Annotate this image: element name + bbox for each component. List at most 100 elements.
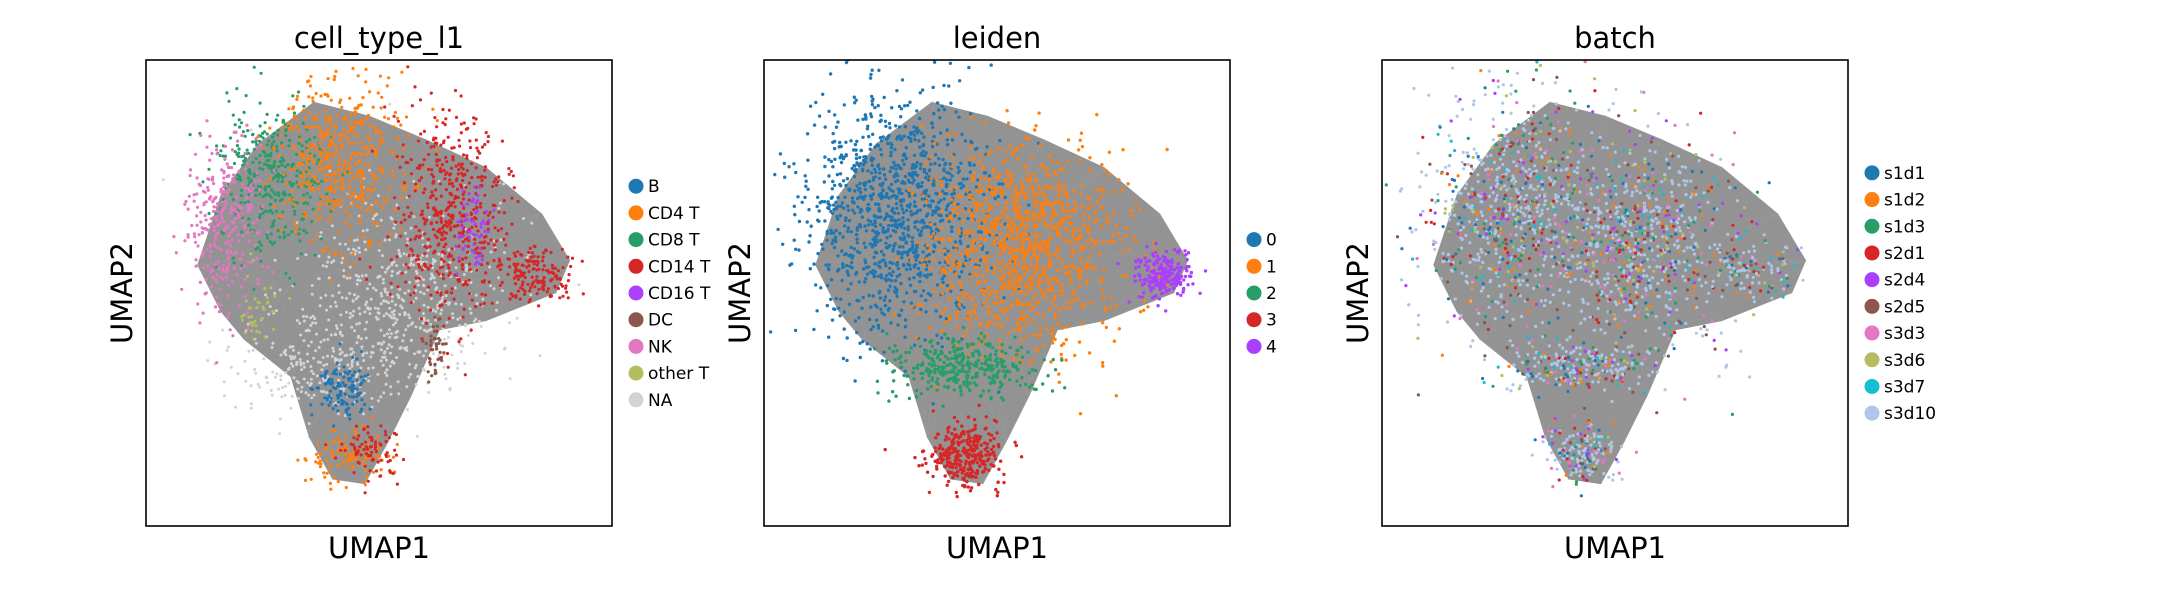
legend-item: B — [628, 177, 660, 197]
point-cluster — [1682, 234, 1805, 300]
legend-label: s2d5 — [1884, 297, 1925, 317]
legend-marker — [628, 232, 644, 248]
legend-item: 4 — [1246, 337, 1277, 357]
x-axis-label: UMAP1 — [328, 531, 430, 565]
legend-marker — [628, 338, 644, 354]
legend-marker — [1864, 218, 1880, 234]
legend-label: 4 — [1266, 337, 1277, 357]
point-cluster — [872, 325, 1067, 408]
point-cluster — [1530, 406, 1638, 498]
legend-item: 2 — [1246, 284, 1277, 304]
point-cluster — [256, 66, 439, 283]
point-cluster — [475, 244, 585, 308]
legend-marker — [1864, 272, 1880, 288]
legend-label: 3 — [1266, 311, 1277, 331]
legend-marker — [1864, 298, 1880, 314]
point-cluster — [358, 65, 536, 377]
axes-frame — [1381, 59, 1849, 527]
legend-item: s3d3 — [1864, 324, 1925, 344]
legend-marker — [1864, 378, 1880, 394]
legend-marker — [628, 258, 644, 274]
y-axis-label: UMAP2 — [723, 242, 757, 344]
legend-item: NA — [628, 391, 673, 411]
legend-label: B — [648, 177, 660, 197]
point-cluster — [1483, 90, 1771, 416]
legend-label: DC — [648, 311, 673, 331]
point-cluster — [421, 315, 448, 384]
legend-label: s3d7 — [1884, 377, 1925, 397]
plot-area — [1384, 60, 1807, 498]
legend-item: other T — [628, 364, 710, 384]
legend-label: other T — [648, 364, 710, 384]
legend-item: s1d1 — [1864, 164, 1925, 184]
point-cluster — [883, 403, 1024, 499]
legend-marker — [1246, 232, 1262, 248]
scatter-panel-3: batchUMAP1UMAP2s1d1s1d2s1d3s2d1s2d4s2d5s… — [1341, 21, 1936, 565]
legend-label: s1d2 — [1884, 191, 1925, 211]
legend-label: CD8 T — [648, 231, 700, 251]
legend-item: s3d7 — [1864, 377, 1925, 397]
legend-label: CD16 T — [648, 284, 711, 304]
point-cluster — [892, 109, 1170, 416]
legend-marker — [628, 312, 644, 328]
legend-item: DC — [628, 311, 673, 331]
y-axis-label: UMAP2 — [105, 242, 139, 344]
legend-marker — [628, 392, 644, 408]
legend-label: CD4 T — [648, 204, 700, 224]
legend-label: 2 — [1266, 284, 1277, 304]
legend-marker — [628, 365, 644, 381]
legend-label: s3d3 — [1884, 324, 1925, 344]
legend-label: NA — [648, 391, 673, 411]
plot-area — [768, 60, 1208, 499]
legend-marker — [1864, 165, 1880, 181]
x-axis-label: UMAP1 — [946, 531, 1048, 565]
legend-label: s1d1 — [1884, 164, 1925, 184]
point-cluster — [240, 252, 292, 341]
edge-bundle — [197, 101, 571, 485]
panel-title: cell_type_l1 — [294, 21, 464, 55]
axes-frame — [763, 59, 1231, 527]
legend: 0 1 2 3 4 — [1246, 231, 1277, 357]
legend-marker — [1864, 405, 1880, 421]
legend-marker — [1864, 325, 1880, 341]
point-cluster — [1116, 241, 1208, 313]
point-cluster — [296, 416, 399, 491]
legend-marker — [1246, 258, 1262, 274]
legend-marker — [1864, 352, 1880, 368]
panel-title: leiden — [953, 21, 1042, 55]
panel-title: batch — [1574, 21, 1656, 55]
point-cluster — [454, 185, 496, 276]
legend-label: s2d4 — [1884, 271, 1925, 291]
legend-item: s2d4 — [1864, 271, 1925, 291]
legend-item: CD14 T — [628, 257, 711, 277]
scatter-panel-2: leiden UMAP1 UMAP2 0 1 2 3 4 — [723, 21, 1277, 565]
legend-label: s2d1 — [1884, 244, 1925, 264]
legend-label: NK — [648, 337, 673, 357]
legend-item: 1 — [1246, 257, 1277, 277]
legend-label: CD14 T — [648, 257, 711, 277]
legend-marker — [628, 205, 644, 221]
point-cluster — [206, 303, 452, 436]
legend-item: s3d6 — [1864, 351, 1925, 371]
legend-item: s1d3 — [1864, 217, 1925, 237]
plot-area — [161, 65, 585, 495]
point-cluster — [1482, 331, 1687, 404]
point-cluster — [1384, 60, 1670, 399]
point-cluster — [161, 102, 581, 449]
legend: B CD4 T CD8 T CD14 T CD16 T DC NK other T NA — [628, 177, 711, 411]
y-axis-label: UMAP2 — [1341, 242, 1375, 344]
legend-item: 0 — [1246, 231, 1277, 251]
legend-item: CD8 T — [628, 231, 700, 251]
legend-label: s3d6 — [1884, 351, 1925, 371]
legend-item: NK — [628, 337, 673, 357]
point-cluster — [324, 424, 406, 495]
legend-marker — [1246, 285, 1262, 301]
legend-item: s3d10 — [1864, 404, 1936, 424]
legend-item: 3 — [1246, 311, 1277, 331]
legend-item: s2d1 — [1864, 244, 1925, 264]
legend-marker — [628, 178, 644, 194]
legend-item: s1d2 — [1864, 191, 1925, 211]
legend-marker — [628, 285, 644, 301]
scatter-panel-1: cell_type_l1 UMAP1 UMAP2 B CD4 T CD8 T CD14 T C… — [105, 21, 711, 565]
